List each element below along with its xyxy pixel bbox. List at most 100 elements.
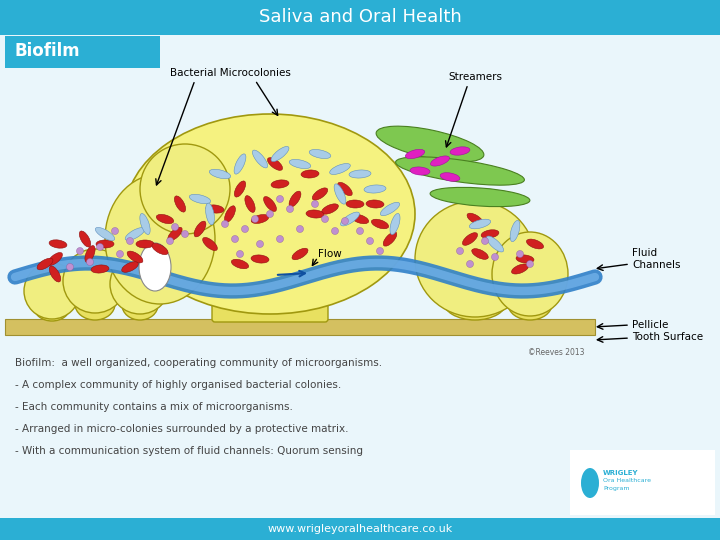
- Ellipse shape: [63, 249, 127, 313]
- Ellipse shape: [351, 214, 369, 224]
- Ellipse shape: [364, 185, 386, 193]
- Ellipse shape: [251, 214, 269, 224]
- Ellipse shape: [467, 213, 483, 225]
- Text: - With a communication system of fluid channels: Quorum sensing: - With a communication system of fluid c…: [15, 446, 363, 456]
- Ellipse shape: [377, 247, 384, 254]
- Ellipse shape: [405, 150, 425, 159]
- Ellipse shape: [472, 248, 488, 259]
- Ellipse shape: [110, 254, 170, 314]
- Ellipse shape: [117, 251, 124, 258]
- Ellipse shape: [34, 293, 70, 321]
- Text: Pellicle: Pellicle: [632, 320, 668, 330]
- Ellipse shape: [241, 226, 248, 233]
- Ellipse shape: [341, 212, 359, 226]
- Ellipse shape: [456, 247, 464, 254]
- Ellipse shape: [289, 159, 311, 168]
- Ellipse shape: [372, 219, 389, 229]
- Ellipse shape: [49, 240, 67, 248]
- Ellipse shape: [289, 191, 301, 207]
- Ellipse shape: [338, 183, 352, 195]
- Ellipse shape: [125, 114, 415, 314]
- FancyBboxPatch shape: [212, 281, 328, 322]
- Ellipse shape: [85, 246, 95, 262]
- Ellipse shape: [271, 146, 289, 161]
- Text: - Each community contains a mix of microorganisms.: - Each community contains a mix of micro…: [15, 402, 293, 412]
- Ellipse shape: [236, 251, 243, 258]
- Ellipse shape: [383, 232, 397, 246]
- Ellipse shape: [251, 255, 269, 263]
- Ellipse shape: [376, 126, 484, 162]
- Ellipse shape: [443, 282, 507, 320]
- Ellipse shape: [206, 203, 215, 225]
- Text: WRIGLEY: WRIGLEY: [603, 470, 639, 476]
- Bar: [0, 518, 720, 540]
- Ellipse shape: [492, 232, 568, 316]
- Ellipse shape: [508, 288, 552, 320]
- Ellipse shape: [462, 233, 477, 245]
- Ellipse shape: [312, 200, 318, 207]
- Ellipse shape: [95, 227, 114, 241]
- Ellipse shape: [140, 144, 230, 234]
- Ellipse shape: [469, 219, 491, 229]
- Text: Tooth Surface: Tooth Surface: [632, 332, 703, 342]
- Ellipse shape: [96, 240, 114, 248]
- Ellipse shape: [334, 184, 346, 204]
- Text: Biofilm: Biofilm: [15, 42, 81, 60]
- Ellipse shape: [330, 164, 351, 174]
- Ellipse shape: [251, 215, 258, 222]
- Ellipse shape: [231, 259, 248, 269]
- Ellipse shape: [232, 235, 238, 242]
- Ellipse shape: [450, 147, 470, 155]
- Ellipse shape: [526, 239, 544, 249]
- Text: Bacterial Microcolonies: Bacterial Microcolonies: [170, 68, 290, 78]
- Ellipse shape: [140, 213, 150, 234]
- Ellipse shape: [312, 188, 328, 200]
- Ellipse shape: [482, 238, 488, 245]
- Ellipse shape: [181, 231, 189, 238]
- Ellipse shape: [168, 227, 182, 241]
- Ellipse shape: [511, 264, 528, 274]
- Ellipse shape: [341, 218, 348, 225]
- Ellipse shape: [96, 244, 104, 251]
- Ellipse shape: [206, 205, 224, 213]
- Ellipse shape: [174, 196, 186, 212]
- Bar: [0, 0, 720, 35]
- Ellipse shape: [225, 206, 235, 222]
- Ellipse shape: [510, 220, 520, 241]
- Ellipse shape: [366, 238, 374, 245]
- Ellipse shape: [86, 259, 94, 266]
- Ellipse shape: [467, 260, 474, 267]
- Ellipse shape: [410, 167, 430, 175]
- Ellipse shape: [276, 235, 284, 242]
- Ellipse shape: [266, 211, 274, 218]
- Ellipse shape: [24, 263, 80, 319]
- Ellipse shape: [156, 214, 174, 224]
- Ellipse shape: [48, 253, 63, 266]
- Ellipse shape: [516, 251, 523, 258]
- Ellipse shape: [256, 240, 264, 247]
- Ellipse shape: [91, 265, 109, 273]
- Ellipse shape: [492, 253, 498, 260]
- Ellipse shape: [271, 180, 289, 188]
- Ellipse shape: [202, 238, 217, 251]
- Ellipse shape: [194, 221, 206, 237]
- Ellipse shape: [136, 240, 154, 248]
- Text: - A complex community of highly organised bacterial colonies.: - A complex community of highly organise…: [15, 380, 341, 390]
- Ellipse shape: [127, 251, 143, 263]
- Ellipse shape: [430, 187, 530, 207]
- Ellipse shape: [395, 157, 524, 185]
- Ellipse shape: [380, 202, 400, 215]
- Bar: [570, 450, 715, 515]
- Ellipse shape: [112, 227, 119, 234]
- Ellipse shape: [390, 213, 400, 234]
- Ellipse shape: [322, 215, 328, 222]
- Ellipse shape: [287, 206, 294, 213]
- Ellipse shape: [415, 201, 535, 317]
- Ellipse shape: [75, 288, 115, 320]
- Ellipse shape: [253, 150, 268, 168]
- Ellipse shape: [331, 227, 338, 234]
- Text: Streamers: Streamers: [448, 72, 502, 82]
- Ellipse shape: [581, 468, 599, 498]
- Ellipse shape: [127, 238, 133, 245]
- Bar: [5, 36, 160, 68]
